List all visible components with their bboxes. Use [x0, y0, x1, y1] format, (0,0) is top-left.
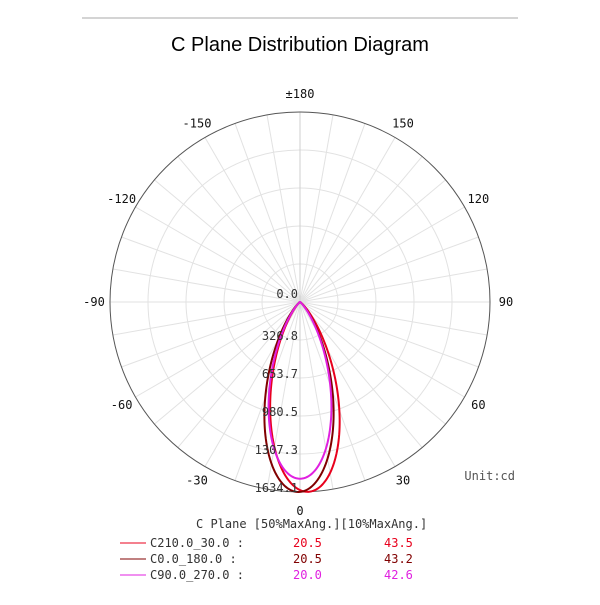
grid-spoke: [266, 301, 301, 490]
legend-series-name: C90.0_270.0 :: [150, 568, 244, 582]
chart-title: C Plane Distribution Diagram: [171, 34, 429, 56]
angle-label: 150: [392, 117, 414, 131]
grid-spoke: [177, 301, 301, 448]
grid-spoke: [234, 123, 301, 303]
radial-tick-label: 0.0: [276, 287, 298, 301]
grid-spoke: [135, 206, 301, 303]
grid-spoke: [299, 179, 446, 303]
grid-spoke: [299, 301, 423, 448]
grid-spoke: [299, 156, 423, 303]
angle-label: -150: [183, 117, 212, 131]
legend-half-angle: 20.0: [293, 568, 322, 582]
grid-spoke: [299, 123, 366, 303]
grid-spoke: [299, 236, 479, 303]
legend-tenth-angle: 43.5: [384, 536, 413, 550]
radial-tick-label: 980.5: [262, 405, 298, 419]
grid-spoke: [154, 179, 301, 303]
grid-spoke: [299, 206, 465, 303]
angle-label: 30: [396, 473, 410, 487]
grid-spoke: [204, 137, 301, 303]
angle-label: -60: [111, 398, 133, 412]
angle-labels: ±180 150 120 90 60 30 0 -30 -60 -90 -120 -150: [83, 87, 513, 518]
radial-labels: 0.0 326.8 653.7 980.5 1307.3 1634.1: [255, 287, 298, 495]
grid-spoke: [299, 301, 465, 398]
series-curve: [267, 301, 333, 480]
angle-label: -90: [83, 295, 105, 309]
legend-half-angle: 20.5: [293, 536, 322, 550]
angle-label: -120: [107, 192, 136, 206]
legend-series-name: C0.0_180.0 :: [150, 552, 237, 566]
angle-label: 0: [296, 504, 303, 518]
angle-label: 120: [468, 192, 490, 206]
radial-tick-label: 1634.1: [255, 481, 298, 495]
radial-tick-label: 326.8: [262, 329, 298, 343]
grid-spoke: [234, 301, 301, 481]
grid-spoke: [266, 114, 301, 303]
legend: C210.0_30.0 : 20.5 43.5 C0.0_180.0 : 20.5 43.…: [120, 536, 413, 582]
angle-label: 90: [499, 295, 513, 309]
angle-label: -30: [186, 473, 208, 487]
angle-label: 60: [471, 398, 485, 412]
grid-spoke: [299, 268, 488, 303]
legend-tenth-angle: 43.2: [384, 552, 413, 566]
angle-label: ±180: [286, 87, 315, 101]
legend-half-angle: 20.5: [293, 552, 322, 566]
grid-spoke: [299, 301, 446, 425]
grid-spoke: [135, 301, 301, 398]
grid-spoke: [177, 156, 301, 303]
grid-spoke: [299, 137, 396, 303]
legend-tenth-angle: 42.6: [384, 568, 413, 582]
grid-spoke: [299, 301, 479, 368]
grid-spoke: [112, 301, 301, 336]
legend-header: C Plane [50%MaxAng.][10%MaxAng.]: [196, 517, 427, 531]
distribution-curves: [263, 301, 341, 493]
radial-tick-label: 653.7: [262, 367, 298, 381]
grid-spoke: [121, 301, 301, 368]
grid-spoke: [121, 236, 301, 303]
unit-label: Unit:cd: [464, 469, 515, 483]
grid-spoke: [299, 114, 334, 303]
grid-spoke: [112, 268, 301, 303]
polar-grid: [109, 111, 491, 493]
grid-spoke: [154, 301, 301, 425]
legend-series-name: C210.0_30.0 :: [150, 536, 244, 550]
grid-spoke: [299, 301, 488, 336]
radial-tick-label: 1307.3: [255, 443, 298, 457]
